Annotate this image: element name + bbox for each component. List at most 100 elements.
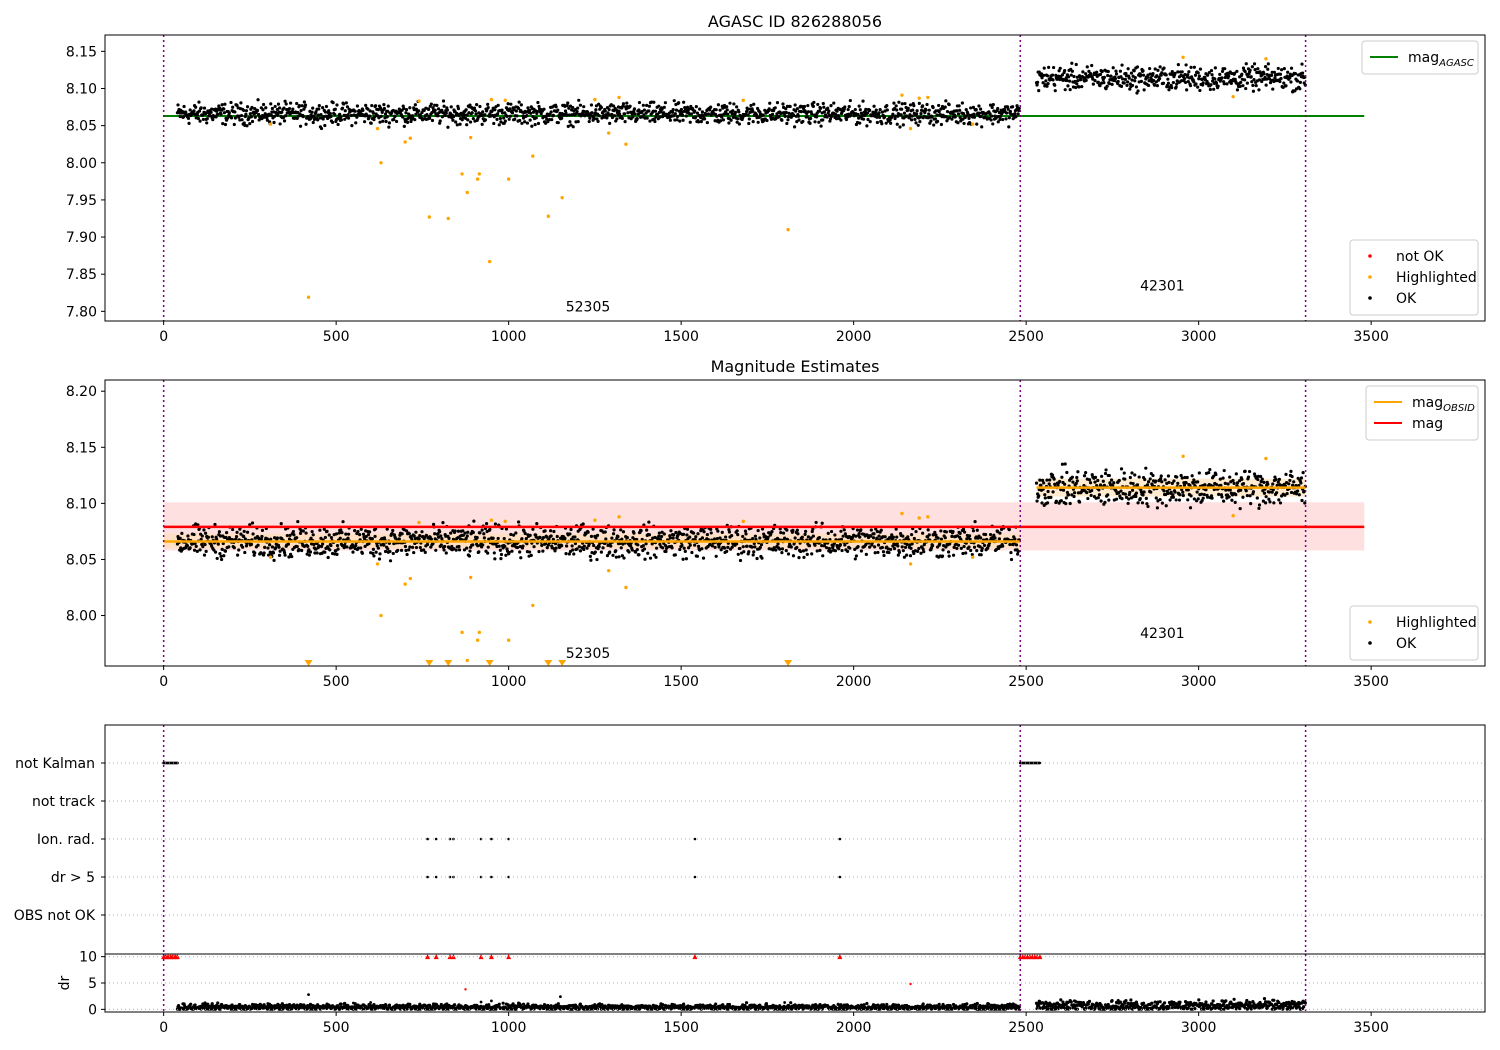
ok-point <box>944 99 948 103</box>
ok-point <box>1256 477 1260 482</box>
ok-point <box>468 120 473 124</box>
ok-point <box>589 103 594 107</box>
ok-point <box>1229 81 1233 86</box>
ok-point <box>568 532 572 536</box>
ok-point <box>688 120 692 124</box>
ok-point <box>678 547 682 552</box>
ok-point <box>693 543 697 547</box>
x-tick-label-estimates: 2500 <box>1008 674 1044 690</box>
ok-point <box>881 550 886 554</box>
ok-point <box>471 543 475 547</box>
highlighted-point <box>469 575 473 580</box>
ok-point <box>310 110 314 114</box>
ok-point <box>1270 73 1274 77</box>
ok-point <box>821 554 825 558</box>
ok-point <box>1106 493 1110 497</box>
ok-point <box>1054 499 1058 503</box>
ok-point <box>983 532 988 537</box>
ok-point <box>1192 478 1196 482</box>
dr-point <box>265 1007 270 1011</box>
ok-point <box>323 123 327 128</box>
highlighted-point <box>379 161 383 165</box>
ok-point <box>901 534 905 538</box>
ok-point <box>614 549 618 553</box>
ok-point <box>571 125 575 129</box>
highlighted-point <box>741 519 745 524</box>
ok-point <box>1014 543 1019 547</box>
ok-point <box>625 101 629 105</box>
ok-point <box>687 546 691 550</box>
ok-point <box>441 521 445 525</box>
ok-point <box>1239 80 1243 85</box>
ok-point <box>1056 483 1060 488</box>
ok-point <box>1233 500 1237 504</box>
ok-point <box>636 543 640 547</box>
ok-point <box>642 113 646 117</box>
ok-point <box>1139 73 1143 77</box>
ok-point <box>617 109 621 113</box>
ok-point <box>616 535 620 539</box>
ok-point <box>877 111 881 115</box>
ok-point <box>780 118 784 122</box>
ok-point <box>1259 479 1263 484</box>
ok-point <box>1101 479 1105 483</box>
ok-point <box>634 550 638 554</box>
ok-point <box>958 108 962 112</box>
ok-point <box>298 531 303 535</box>
ok-point <box>422 108 426 112</box>
ok-point <box>747 550 751 554</box>
ok-point <box>1074 62 1078 67</box>
ok-point <box>340 530 344 535</box>
ok-point <box>1183 73 1187 77</box>
ok-point <box>464 536 468 541</box>
ok-point <box>356 529 360 534</box>
ok-point <box>785 528 789 532</box>
ok-point <box>218 534 223 538</box>
ok-point <box>379 114 383 118</box>
ok-point <box>335 552 339 556</box>
ok-point <box>472 519 476 523</box>
ok-point <box>393 536 398 540</box>
ok-point <box>1210 73 1214 77</box>
ok-point <box>1192 497 1196 501</box>
ok-point <box>1226 482 1230 486</box>
ok-point <box>1220 76 1224 80</box>
highlighted-point <box>908 562 913 566</box>
ok-point <box>438 119 442 123</box>
ok-point <box>1109 478 1114 482</box>
ok-point <box>753 545 757 549</box>
ok-point <box>1095 70 1099 74</box>
ok-point <box>1129 71 1134 75</box>
ok-point <box>731 109 735 113</box>
ok-point <box>682 546 686 550</box>
ok-point <box>363 544 367 548</box>
ok-point <box>481 543 485 547</box>
ok-point <box>1040 501 1044 505</box>
ok-point <box>864 552 868 556</box>
ok-point <box>205 117 209 121</box>
ok-point <box>1107 82 1111 86</box>
ok-point <box>813 120 817 124</box>
ok-point <box>902 111 907 115</box>
ok-point <box>960 101 964 105</box>
ok-point <box>628 104 632 108</box>
highlighted-point <box>489 97 494 102</box>
highlighted-point <box>593 97 597 102</box>
ok-point <box>637 100 642 105</box>
ok-point <box>1114 497 1119 501</box>
ok-point <box>935 113 939 117</box>
ok-point <box>436 107 441 111</box>
ok-point <box>921 547 925 551</box>
ok-point <box>335 103 339 107</box>
ok-point <box>295 101 299 106</box>
highlighted-point <box>306 295 311 299</box>
ok-point <box>186 534 190 538</box>
ok-point <box>1233 71 1237 75</box>
ok-point <box>1300 71 1305 75</box>
ok-point <box>657 104 661 108</box>
legend-label: magOBSID <box>1412 395 1475 414</box>
ok-point <box>256 543 260 547</box>
ok-point <box>632 107 637 111</box>
ok-point <box>340 106 345 110</box>
ok-point <box>371 111 376 115</box>
